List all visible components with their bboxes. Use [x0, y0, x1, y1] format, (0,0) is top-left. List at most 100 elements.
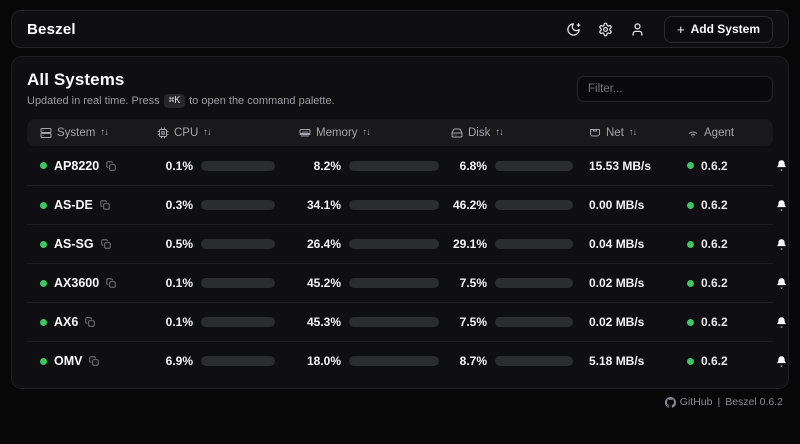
footer-separator: |: [717, 396, 721, 408]
table-row[interactable]: AP8220 0.1% 8.2% 6.8% 15.53 MB/s 0.6.2: [27, 146, 786, 185]
memory-value: 45.2%: [306, 276, 341, 290]
agent-status-dot: [687, 318, 694, 326]
disk-value: 29.1%: [452, 237, 487, 251]
github-label: GitHub: [679, 396, 713, 408]
net-cell: 5.18 MB/s: [589, 352, 687, 370]
column-header-agent[interactable]: Agent: [687, 127, 771, 139]
user-menu-button[interactable]: [624, 16, 650, 42]
memory-cell: 45.3%: [299, 315, 451, 329]
copy-icon[interactable]: [89, 356, 100, 366]
disk-bar: [495, 239, 573, 249]
row-actions: •••: [771, 195, 800, 216]
cpu-value: 0.1%: [165, 315, 193, 329]
bell-icon[interactable]: [771, 195, 792, 216]
table-row[interactable]: OMV 6.9% 18.0% 8.7% 5.18 MB/s 0.6.2: [27, 341, 786, 380]
agent-version: 0.6.2: [701, 158, 728, 173]
system-name: AS-SG: [54, 237, 94, 251]
wifi-icon: [687, 127, 699, 139]
status-dot: [40, 318, 47, 326]
memory-bar: [349, 239, 439, 249]
table-row[interactable]: AS-SG 0.5% 26.4% 29.1% 0.04 MB/s 0.6.2: [27, 224, 786, 263]
memory-bar: [349, 278, 439, 288]
memory-value: 45.3%: [306, 315, 341, 329]
agent-cell: 0.6.2: [687, 198, 771, 212]
column-header-net[interactable]: Net ↑↓: [589, 127, 687, 139]
column-header-memory[interactable]: Memory ↑↓: [299, 127, 451, 139]
filter-input[interactable]: [577, 76, 773, 102]
bell-icon[interactable]: [771, 312, 792, 333]
disk-cell: 46.2%: [451, 198, 589, 212]
agent-status-dot: [687, 201, 694, 209]
disk-bar: [495, 356, 573, 366]
agent-version: 0.6.2: [701, 237, 728, 251]
bell-icon[interactable]: [771, 351, 792, 372]
disk-cell: 6.8%: [451, 159, 589, 173]
brand-logo[interactable]: Beszel: [27, 20, 76, 38]
bell-icon[interactable]: [771, 273, 792, 294]
disk-cell: 29.1%: [451, 237, 589, 251]
github-link[interactable]: GitHub: [664, 396, 713, 408]
copy-icon[interactable]: [106, 160, 116, 171]
table-row[interactable]: AS-DE 0.3% 34.1% 46.2% 0.00 MB/s 0.6.2: [27, 185, 786, 224]
copy-icon[interactable]: [101, 239, 111, 249]
disk-bar: [495, 278, 573, 288]
status-dot: [40, 201, 47, 209]
net-cell: 0.02 MB/s: [589, 313, 687, 331]
disk-cell: 7.5%: [451, 315, 589, 329]
agent-version: 0.6.2: [701, 315, 728, 329]
memory-bar: [349, 200, 439, 210]
memory-value: 26.4%: [306, 237, 341, 251]
memory-value: 18.0%: [306, 354, 341, 368]
add-system-button[interactable]: + Add System: [664, 15, 773, 43]
disk-value: 7.5%: [459, 276, 487, 290]
memory-value: 8.2%: [313, 158, 341, 173]
card-header: All Systems Updated in real time. Press …: [27, 70, 773, 108]
row-actions: •••: [771, 312, 800, 333]
cpu-cell: 0.5%: [157, 237, 299, 251]
memory-cell: 8.2%: [299, 159, 451, 173]
moon-star-icon: [566, 22, 581, 37]
disk-value: 6.8%: [459, 158, 487, 173]
cpu-bar: [201, 356, 275, 366]
row-actions: •••: [771, 351, 800, 372]
net-value: 0.04 MB/s: [589, 237, 645, 251]
agent-status-dot: [687, 357, 694, 365]
disk-value: 7.5%: [459, 315, 487, 329]
column-header-cpu[interactable]: CPU ↑↓: [157, 127, 299, 139]
sort-icon: ↑↓: [203, 127, 211, 138]
net-value: 0.02 MB/s: [589, 315, 645, 329]
theme-toggle-button[interactable]: [560, 16, 586, 42]
table-row[interactable]: AX6 0.1% 45.3% 7.5% 0.02 MB/s 0.6.2: [27, 302, 786, 341]
cpu-cell: 0.1%: [157, 276, 299, 290]
bell-icon[interactable]: [771, 234, 792, 255]
footer: GitHub | Beszel 0.6.2: [11, 396, 789, 408]
subtitle-prefix: Updated in real time. Press: [27, 95, 160, 107]
disk-value: 8.7%: [459, 354, 487, 368]
agent-status-dot: [687, 279, 694, 287]
cpu-cell: 6.9%: [157, 354, 299, 368]
memory-cell: 34.1%: [299, 198, 451, 212]
agent-version: 0.6.2: [701, 354, 728, 368]
system-cell: AX6: [27, 315, 157, 329]
disk-cell: 8.7%: [451, 354, 589, 368]
system-cell: AS-SG: [27, 237, 157, 251]
settings-button[interactable]: [592, 16, 618, 42]
disk-bar: [495, 160, 573, 171]
table-header-row: System ↑↓ CPU ↑↓ Memory ↑↓: [27, 119, 773, 146]
agent-cell: 0.6.2: [687, 315, 771, 329]
table-row[interactable]: AX3600 0.1% 45.2% 7.5% 0.02 MB/s 0.6.2: [27, 263, 786, 302]
copy-icon[interactable]: [100, 200, 110, 210]
net-cell: 0.04 MB/s: [589, 235, 687, 253]
cpu-bar: [201, 200, 275, 210]
status-dot: [40, 240, 47, 248]
column-header-disk[interactable]: Disk ↑↓: [451, 127, 589, 139]
version-label: Beszel 0.6.2: [725, 396, 783, 408]
cpu-bar: [201, 278, 275, 288]
column-header-system[interactable]: System ↑↓: [27, 127, 157, 139]
copy-icon[interactable]: [106, 278, 116, 288]
net-value: 5.18 MB/s: [589, 354, 645, 368]
copy-icon[interactable]: [85, 317, 95, 327]
status-dot: [40, 279, 47, 287]
bell-icon[interactable]: [771, 155, 792, 176]
sort-icon: ↑↓: [100, 127, 108, 138]
